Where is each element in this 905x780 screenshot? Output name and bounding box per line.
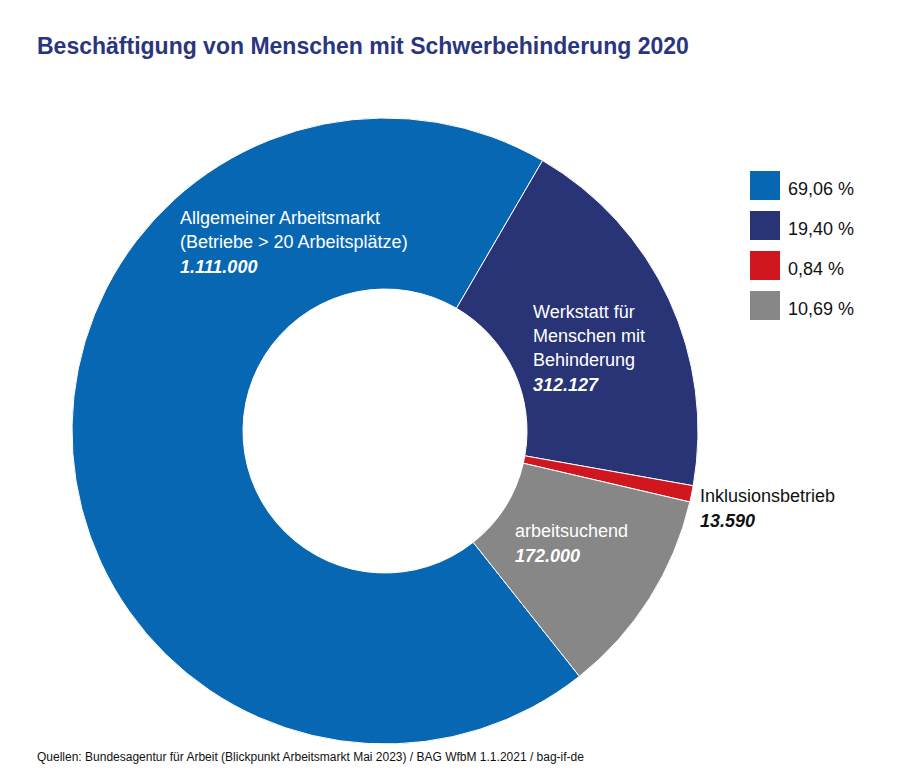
legend-label: 0,84 % — [788, 259, 844, 279]
source: Quellen: Bundesagentur für Arbeit (Blick… — [37, 750, 584, 764]
legend-label: 19,40 % — [788, 219, 854, 239]
label-line: arbeitsuchend — [515, 521, 628, 541]
slice — [72, 118, 579, 744]
slice-label: Allgemeiner Arbeitsmarkt (Betriebe > 20 A… — [180, 208, 408, 252]
slice — [456, 161, 698, 486]
slice-label: arbeitsuchend — [515, 521, 628, 541]
legend-swatch — [750, 291, 780, 320]
data-label: 13.590 — [700, 511, 755, 531]
data-label: 312.127 — [533, 375, 599, 395]
title: Beschäftigung von Menschen mit Schwerbeh… — [37, 33, 689, 59]
chart: Beschäftigung von Menschen mit Schwerbeh… — [0, 0, 905, 780]
slice-label: Inklusionsbetrieb — [700, 486, 835, 506]
label-line: Werkstatt für — [533, 302, 635, 322]
legend-label: 69,06 % — [788, 179, 854, 199]
label-line: Menschen mit — [533, 326, 645, 346]
label-line: Behinderung — [533, 350, 635, 370]
label-line: Allgemeiner Arbeitsmarkt — [180, 208, 380, 228]
slice-label: Werkstatt für Menschen mit Behinderung — [533, 302, 645, 370]
data-label: 1.111.000 — [180, 257, 257, 277]
label-line: Inklusionsbetrieb — [700, 486, 835, 506]
legend-swatch — [750, 251, 780, 280]
slice — [473, 463, 690, 676]
legend-swatch — [750, 171, 780, 200]
legend-label: 10,69 % — [788, 299, 854, 319]
data-label: 172.000 — [515, 546, 580, 566]
label-line: (Betriebe > 20 Arbeitsplätze) — [180, 232, 408, 252]
legend-swatch — [750, 211, 780, 240]
legend: 69,06 % 19,40 % 0,84 % 10,69 % — [750, 171, 854, 320]
slices — [72, 118, 698, 744]
